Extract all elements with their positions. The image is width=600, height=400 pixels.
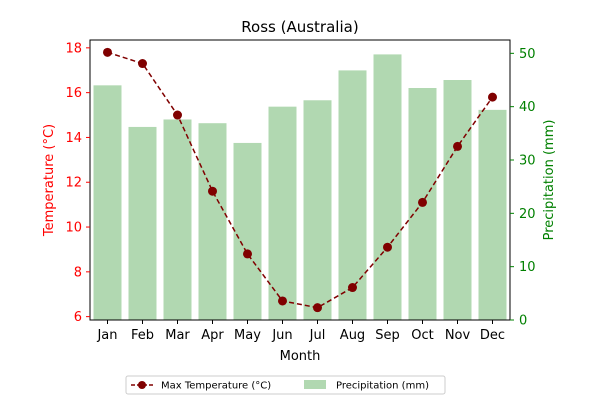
x-tick-label: Dec	[480, 328, 505, 343]
right-tick-label: 40	[519, 100, 536, 115]
temperature-series-line	[107, 51, 494, 309]
x-tick-label: Oct	[411, 328, 433, 343]
precip-bar-dec	[478, 109, 507, 320]
precip-bar-aug	[338, 70, 367, 321]
temp-point-feb	[138, 59, 147, 69]
right-axis-ticks: 0 10 20 30 40 50	[510, 47, 536, 329]
left-axis-ticks: 6 8 10 12 14 16 18	[65, 41, 90, 325]
temp-point-apr	[208, 186, 217, 196]
chart-title: Ross (Australia)	[241, 18, 358, 36]
precip-bar-jun	[268, 106, 297, 321]
plot-area-frame	[89, 39, 511, 321]
temp-point-may	[243, 249, 252, 259]
x-axis-label: Month	[280, 349, 321, 364]
left-tick-label: 14	[65, 131, 82, 146]
precip-bar-apr	[198, 123, 227, 320]
left-tick-label: 12	[65, 176, 82, 191]
x-tick-label: Aug	[340, 328, 365, 343]
left-tick-label: 18	[65, 41, 82, 56]
right-tick-label: 0	[519, 314, 527, 329]
precip-bar-jul	[303, 100, 332, 321]
precip-bar-jan	[93, 85, 122, 320]
temp-point-jul	[313, 303, 322, 313]
right-tick-label: 10	[519, 260, 536, 275]
x-tick-label: May	[234, 328, 261, 343]
left-tick-label: 16	[65, 86, 82, 101]
left-axis-label: Temperature (°C)	[42, 124, 57, 237]
legend-box	[125, 375, 446, 395]
right-tick-label: 50	[519, 47, 536, 62]
temp-point-mar	[173, 110, 182, 120]
x-tick-label: Jan	[96, 328, 117, 343]
temp-point-aug	[348, 283, 357, 293]
left-tick-label: 8	[74, 265, 82, 280]
temp-point-jan	[103, 47, 112, 57]
x-tick-label: Apr	[201, 328, 224, 343]
right-axis-label: Precipitation (mm)	[542, 120, 557, 241]
right-tick-label: 20	[519, 207, 536, 222]
precip-bar-feb	[128, 126, 157, 320]
precip-bar-may	[233, 142, 262, 320]
left-tick-label: 10	[65, 221, 82, 236]
legend-label-precipitation: Precipitation (mm)	[336, 381, 429, 392]
temp-point-dec	[488, 92, 497, 102]
legend: Max Temperature (°C) Precipitation (mm)	[125, 375, 446, 395]
left-tick-label: 6	[74, 310, 82, 325]
precip-bar-sep	[373, 54, 402, 321]
temp-point-jun	[278, 296, 287, 306]
temp-point-sep	[383, 242, 392, 252]
legend-bar-swatch	[304, 380, 326, 389]
temp-point-oct	[418, 197, 427, 207]
legend-label-temperature: Max Temperature (°C)	[161, 381, 271, 392]
x-tick-label: Sep	[375, 328, 400, 343]
x-tick-label: Jul	[309, 328, 326, 343]
legend-marker-swatch	[138, 381, 146, 389]
precip-bar-nov	[443, 80, 472, 320]
temp-point-nov	[453, 141, 462, 151]
x-axis-ticks: Jan Feb Mar Apr May Jun Jul Aug Sep Oct Nov Dec	[96, 320, 505, 343]
x-tick-label: Mar	[165, 328, 190, 343]
temperature-line	[103, 47, 497, 313]
precipitation-bars	[93, 54, 507, 321]
right-tick-label: 30	[519, 154, 536, 169]
precip-bar-mar	[163, 119, 192, 320]
x-tick-label: Jun	[271, 328, 292, 343]
x-tick-label: Feb	[131, 328, 154, 343]
x-tick-label: Nov	[445, 328, 471, 343]
